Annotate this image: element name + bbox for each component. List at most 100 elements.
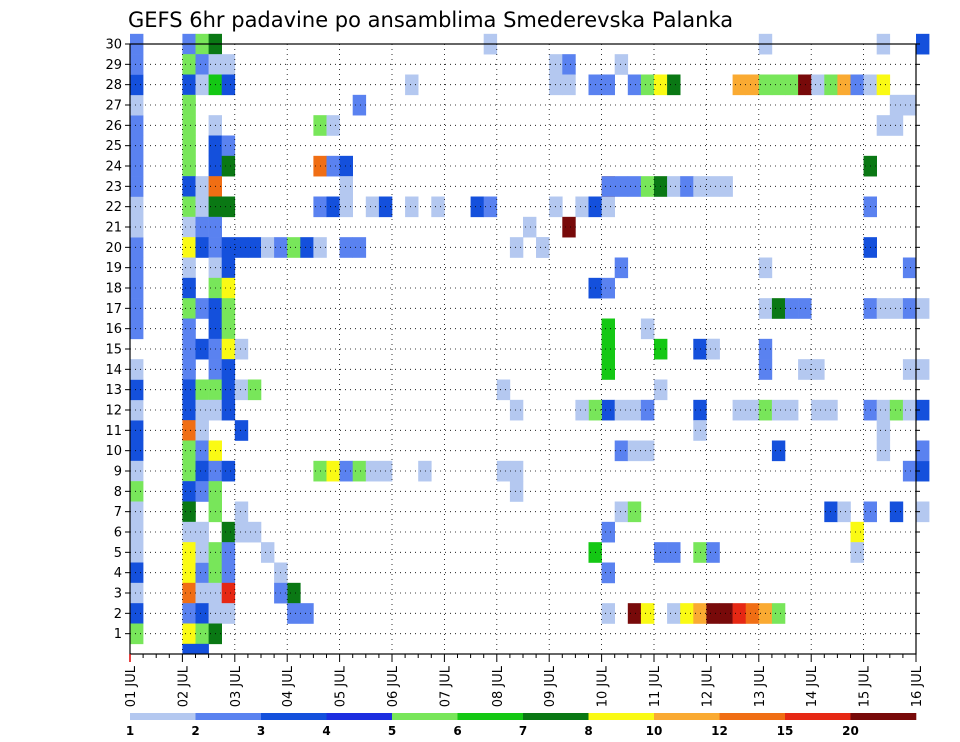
heatmap-cell: [195, 440, 209, 462]
heatmap-cell: [130, 562, 144, 584]
heatmap-cell: [562, 74, 576, 96]
heatmap-cell: [195, 643, 209, 655]
heatmap-cell: [601, 338, 615, 360]
heatmap-cell: [339, 237, 353, 258]
legend-swatch: [588, 713, 655, 720]
heatmap-cell: [326, 196, 340, 218]
heatmap-cell: [771, 74, 786, 96]
heatmap-cell: [850, 74, 864, 96]
heatmap-cell: [221, 54, 236, 75]
heatmap-cell: [182, 542, 196, 563]
heatmap-cell: [195, 176, 209, 197]
axes: 1234567891011121314151617181920212223242…: [105, 38, 925, 708]
chart-title: GEFS 6hr padavine po ansamblima Smederev…: [128, 8, 733, 32]
heatmap-cell: [234, 237, 249, 258]
heatmap-cell: [326, 155, 340, 177]
x-tick-label: 13 JUL: [753, 665, 768, 707]
x-tick-label: 10 JUL: [596, 665, 611, 707]
y-tick-label: 15: [105, 343, 122, 358]
y-tick-label: 7: [114, 505, 122, 520]
x-tick-label: 15 JUL: [858, 665, 873, 707]
heatmap-cell: [234, 420, 249, 441]
heatmap-cell: [195, 54, 209, 75]
heatmap-cell: [221, 399, 236, 421]
heatmap-cell: [182, 501, 196, 523]
heatmap-cell: [785, 399, 799, 421]
y-tick-label: 2: [114, 607, 122, 622]
heatmap-cell: [614, 54, 629, 75]
heatmap-cell: [405, 196, 419, 218]
y-tick-label: 14: [105, 363, 122, 378]
heatmap-cell: [221, 338, 236, 360]
heatmap-cell: [195, 216, 209, 238]
x-tick-label: 01 JUL: [124, 665, 139, 707]
heatmap-cell: [221, 542, 236, 563]
heatmap-cell: [627, 501, 642, 523]
heatmap-cell: [195, 379, 209, 401]
heatmap-cell: [706, 603, 720, 624]
heatmap-cell: [431, 196, 445, 218]
heatmap-cell: [195, 623, 209, 645]
heatmap-cell: [339, 460, 353, 482]
legend-swatch: [392, 713, 458, 720]
heatmap-cell: [680, 603, 694, 624]
heatmap-cell: [182, 176, 196, 197]
heatmap-cell: [130, 623, 144, 645]
legend-swatch: [195, 713, 262, 720]
y-tick-label: 6: [114, 526, 122, 541]
heatmap-cell: [640, 399, 655, 421]
heatmap-cell: [326, 115, 340, 136]
heatmap-cell: [182, 420, 196, 441]
legend-swatch: [326, 713, 393, 720]
heatmap-cell: [614, 440, 629, 462]
heatmap-cell: [902, 257, 917, 279]
heatmap-cell: [195, 542, 209, 563]
heatmap-cell: [221, 298, 236, 319]
heatmap-cell: [640, 440, 655, 462]
heatmap-cell: [902, 399, 917, 421]
heatmap-cell: [130, 216, 144, 238]
heatmap-cell: [130, 460, 144, 482]
colorbar-legend: 1 2 3 4 5 6 7 8 10 12 15 20: [126, 713, 917, 738]
heatmap-cell: [130, 115, 144, 136]
legend-label: 4: [322, 724, 330, 738]
heatmap-cell: [850, 542, 864, 563]
heatmap-cell: [706, 542, 720, 563]
heatmap-cell: [182, 562, 196, 584]
y-tick-label: 19: [105, 261, 122, 276]
heatmap-cell: [182, 237, 196, 258]
heatmap-cell: [509, 460, 524, 482]
heatmap-cell: [339, 155, 353, 177]
heatmap-cell: [352, 94, 367, 116]
heatmap-cell: [221, 582, 236, 604]
heatmap-cell: [640, 318, 655, 340]
heatmap-cell: [221, 74, 236, 96]
heatmap-cell: [182, 257, 196, 279]
heatmap-cell: [130, 542, 144, 563]
heatmap-cell: [627, 74, 642, 96]
heatmap-cell: [601, 176, 615, 197]
gridlines: [130, 43, 916, 654]
heatmap-cell: [182, 338, 196, 360]
heatmap-cell: [916, 460, 930, 482]
heatmap-cell: [601, 359, 615, 380]
heatmap-cell: [627, 399, 642, 421]
heatmap-cell: [640, 74, 655, 96]
heatmap-cell: [470, 196, 484, 218]
heatmap-cell: [732, 399, 746, 421]
heatmap-cell: [182, 277, 196, 299]
heatmap-cell: [247, 379, 262, 401]
legend-label: 5: [388, 724, 396, 738]
heatmap-cell: [130, 318, 144, 340]
heatmap-cell: [182, 298, 196, 319]
heatmap-cell: [916, 298, 930, 319]
heatmap-cell: [876, 115, 891, 136]
heatmap-cell: [916, 399, 930, 421]
heatmap-cell: [509, 399, 524, 421]
heatmap-cell: [902, 359, 917, 380]
x-tick-label: 04 JUL: [281, 665, 296, 707]
y-tick-label: 16: [105, 322, 122, 337]
heatmap-cell: [287, 603, 301, 624]
heatmap-cell: [130, 501, 144, 523]
heatmap-cell: [261, 542, 275, 563]
